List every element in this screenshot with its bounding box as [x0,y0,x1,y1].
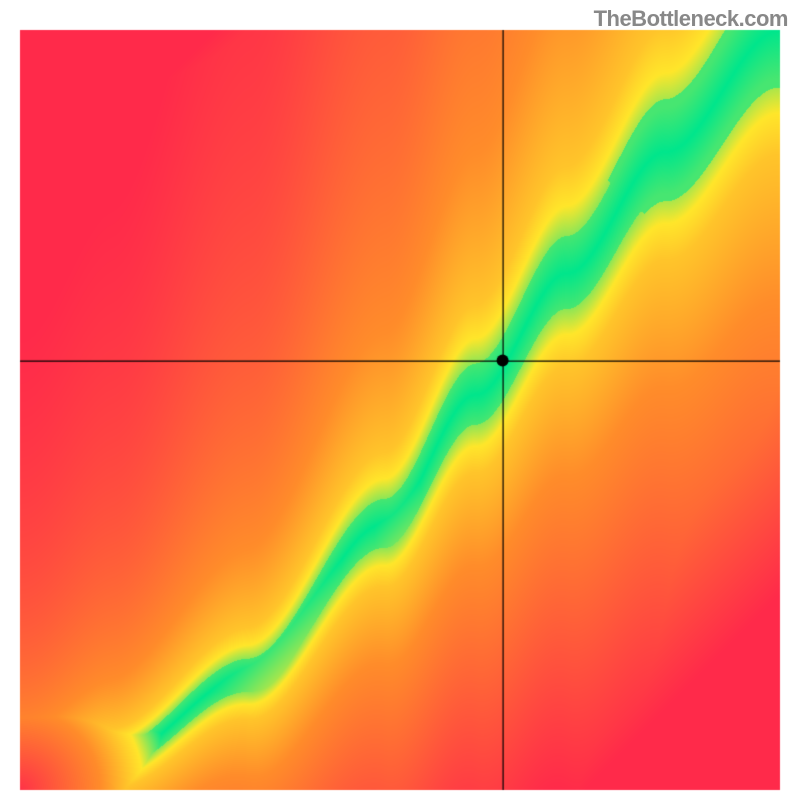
chart-container: TheBottleneck.com [0,0,800,800]
bottleneck-heatmap [0,0,800,800]
watermark-text: TheBottleneck.com [594,6,788,32]
